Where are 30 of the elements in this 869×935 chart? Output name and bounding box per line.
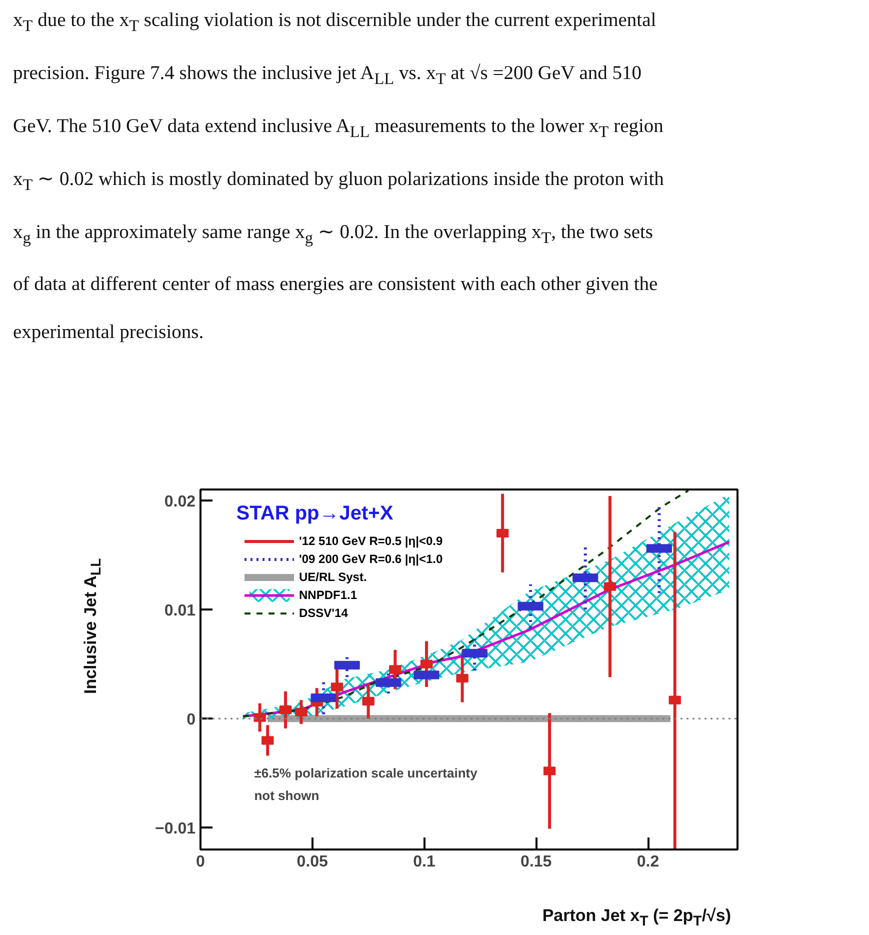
x-tick-label: 0.1: [413, 854, 436, 870]
legend-label: '09 200 GeV R=0.6 |η|<1.0: [299, 551, 443, 567]
legend-label: NNPDF1.1: [299, 587, 358, 603]
x-tick-label: 0.2: [636, 854, 660, 870]
x-tick-label: 0.05: [296, 854, 328, 870]
point: [668, 696, 681, 704]
text: experimental precisions.: [13, 322, 204, 344]
point: [254, 713, 266, 722]
legend-label: DSSV'14: [299, 605, 348, 621]
text: of data at different center of mass energies are consistent with each other given the: [13, 274, 658, 296]
text: x$_{T}$ ∼ 0.02 which is mostly dominated by gluon polarizations inside the proton with: [13, 168, 664, 194]
y-tick-label: 0: [186, 712, 196, 729]
point: [456, 674, 468, 683]
point: [389, 665, 402, 674]
point: [362, 696, 374, 706]
x-tick-label: 0.15: [520, 854, 552, 870]
point: [262, 736, 274, 745]
text: x$_{T}$ due to the x$_{T}$ scaling violation is not discernible under the current experimental: [13, 10, 656, 35]
text: precision. Figure 7.4 shows the inclusive jet A$_{LL}$ vs. x$_{T}$ at √s =200 GeV and 510: [13, 62, 642, 88]
annotation: ±6.5% polarization scale uncertainty not shown: [254, 766, 478, 803]
legend-label: UE/RL Syst.: [299, 569, 367, 585]
point: [295, 708, 308, 716]
text: GeV. The 510 GeV data extend inclusive A$_{LL}$ measurements to the lower x$_{T}$ region: [13, 116, 664, 141]
y-tick-label: 0.01: [164, 602, 196, 620]
text: STAR pp→Jet+X: [236, 502, 394, 525]
y-tick-label: −0.01: [155, 820, 196, 838]
legend-label: '12 510 GeV R=0.5 |η|<0.9: [299, 533, 443, 549]
x-axis-title: Parton Jet x$_{T}$ (= 2p$_{T}$/√s): [541, 905, 731, 932]
text: x$_{g}$ in the approximately same range x$_{g}$ ∼ 0.02. In the overlapping x$_{T}$, the two sets: [13, 222, 653, 246]
y-tick-label: 0.02: [164, 493, 196, 510]
